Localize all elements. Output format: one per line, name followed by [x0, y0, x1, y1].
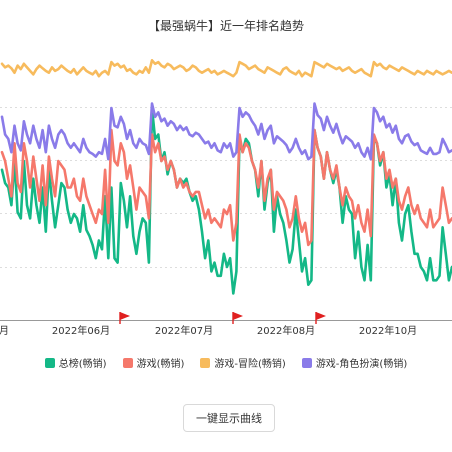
- line-chart: 2022年06月 2022年07月 2022年08月 2022年10月 月: [0, 59, 452, 337]
- series-lines[interactable]: [0, 59, 452, 295]
- legend-swatch-total: [44, 357, 55, 368]
- legend-item-total[interactable]: 总榜(畅销): [44, 355, 107, 370]
- series-line-rpg[interactable]: [0, 102, 452, 161]
- series-line-game[interactable]: [0, 128, 452, 247]
- series-line-total[interactable]: [0, 106, 452, 295]
- legend-item-adventure[interactable]: 游戏-冒险(畅销): [200, 355, 286, 370]
- legend-label-total: 总榜(畅销): [58, 359, 107, 370]
- series-line-adventure[interactable]: [0, 59, 452, 78]
- chart-title: 【最强蜗牛】近一年排名趋势: [147, 19, 304, 33]
- legend-label-rpg: 游戏-角色扮演(畅销): [315, 359, 408, 370]
- show-all-curves-button[interactable]: 一键显示曲线: [183, 404, 275, 432]
- legend: 总榜(畅销) 游戏(畅销) 游戏-冒险(畅销) 游戏-角色扮演(畅销): [0, 355, 452, 370]
- x-tick-label-1: 2022年07月: [155, 324, 213, 337]
- x-tick-label-2: 2022年08月: [257, 324, 315, 337]
- x-axis-ticks: 2022年06月 2022年07月 2022年08月 2022年10月 月: [0, 324, 417, 337]
- event-flags[interactable]: [119, 312, 326, 324]
- x-tick-label-3: 2022年10月: [359, 324, 417, 337]
- event-flag-icon-2[interactable]: [315, 312, 326, 324]
- legend-label-game: 游戏(畅销): [136, 359, 185, 370]
- legend-label-adventure: 游戏-冒险(畅销): [214, 359, 286, 370]
- legend-item-game[interactable]: 游戏(畅销): [122, 355, 185, 370]
- x-tick-label-partial: 月: [0, 325, 9, 337]
- legend-item-rpg[interactable]: 游戏-角色扮演(畅销): [301, 355, 408, 370]
- x-tick-label-0: 2022年06月: [52, 324, 110, 337]
- event-flag-icon-1[interactable]: [232, 312, 243, 324]
- legend-swatch-game: [122, 357, 133, 368]
- event-flag-icon-0[interactable]: [119, 312, 130, 324]
- legend-swatch-rpg: [301, 357, 312, 368]
- legend-swatch-adventure: [200, 357, 211, 368]
